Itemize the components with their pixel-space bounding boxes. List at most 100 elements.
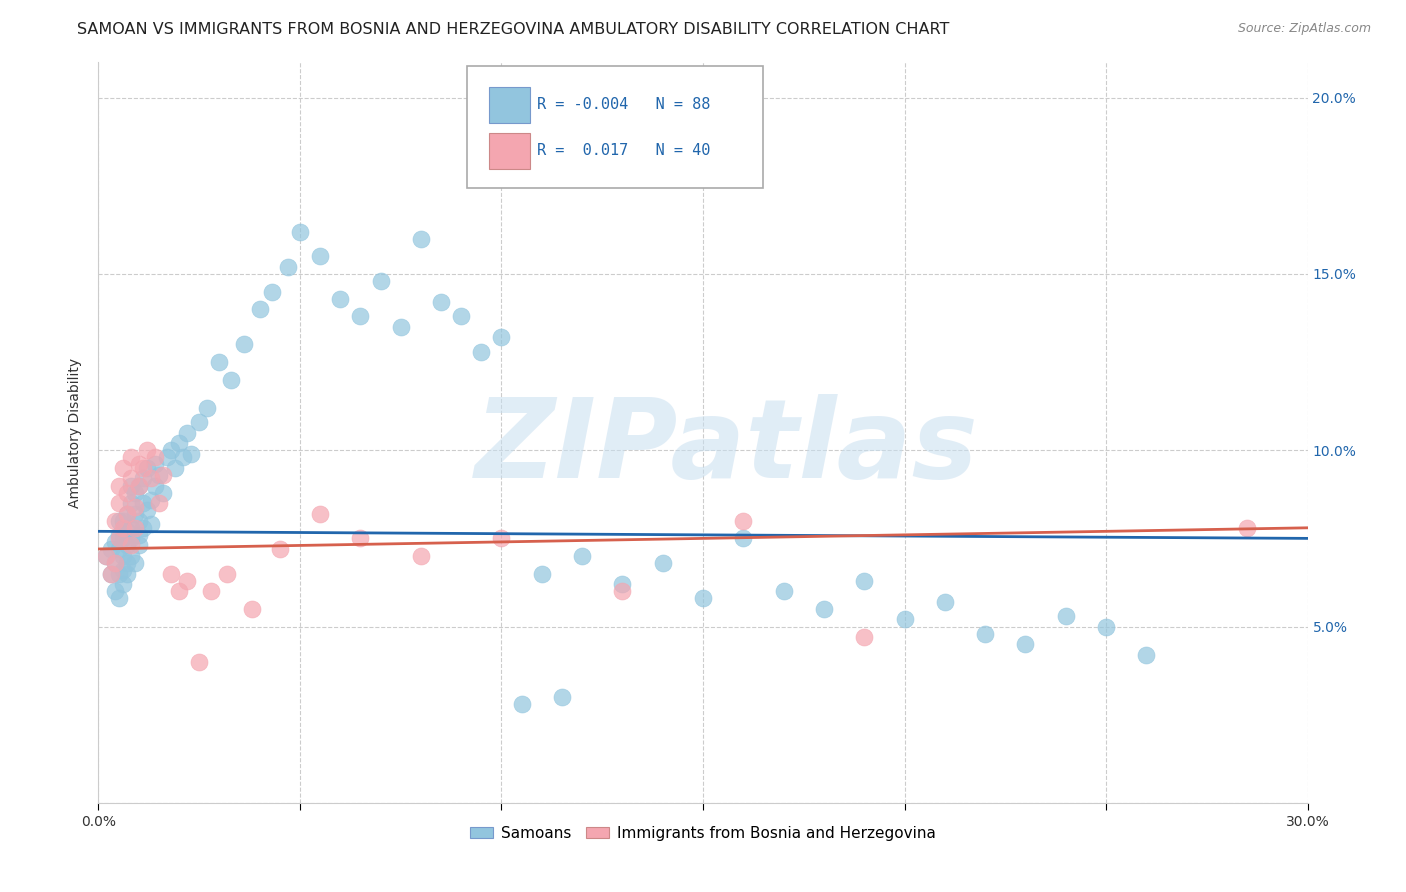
Point <box>124 485 146 500</box>
Point <box>128 478 150 492</box>
Point <box>120 496 142 510</box>
Point <box>1095 619 1118 633</box>
Point <box>107 591 129 606</box>
Point <box>124 500 146 514</box>
Point <box>124 507 146 521</box>
Point <box>152 467 174 482</box>
Point <box>143 450 166 465</box>
Point <box>132 461 155 475</box>
Point <box>111 563 134 577</box>
Point <box>853 630 876 644</box>
Point <box>111 521 134 535</box>
Point <box>349 532 371 546</box>
Point <box>152 485 174 500</box>
Point <box>188 415 211 429</box>
Point <box>132 521 155 535</box>
Point <box>1236 521 1258 535</box>
Point <box>120 532 142 546</box>
Point <box>143 478 166 492</box>
Point <box>115 507 138 521</box>
Point <box>491 330 513 344</box>
Point <box>934 595 956 609</box>
Point <box>115 485 138 500</box>
Point <box>143 458 166 472</box>
FancyBboxPatch shape <box>489 87 530 123</box>
Point <box>612 577 634 591</box>
Point <box>120 521 142 535</box>
Point <box>107 541 129 556</box>
Point <box>96 549 118 563</box>
Point <box>148 467 170 482</box>
Point <box>124 521 146 535</box>
Point <box>135 461 157 475</box>
Point <box>163 461 186 475</box>
Point <box>692 591 714 606</box>
Point <box>111 549 134 563</box>
Point <box>135 503 157 517</box>
Point <box>115 566 138 581</box>
Point <box>893 612 915 626</box>
Point <box>200 584 222 599</box>
Point <box>389 319 412 334</box>
Point <box>450 310 472 324</box>
Point <box>128 458 150 472</box>
Point <box>208 355 231 369</box>
Point <box>217 566 239 581</box>
Point <box>277 260 299 274</box>
Point <box>974 626 997 640</box>
Point <box>491 532 513 546</box>
Point <box>103 556 125 570</box>
Point <box>107 496 129 510</box>
Point <box>176 425 198 440</box>
Point <box>107 532 129 546</box>
Point <box>329 292 352 306</box>
Text: R = -0.004   N = 88: R = -0.004 N = 88 <box>537 97 710 112</box>
Point <box>510 697 533 711</box>
Point <box>111 461 134 475</box>
Point <box>571 549 593 563</box>
Point <box>167 436 190 450</box>
Legend: Samoans, Immigrants from Bosnia and Herzegovina: Samoans, Immigrants from Bosnia and Herz… <box>464 820 942 847</box>
Point <box>115 538 138 552</box>
Point <box>132 496 155 510</box>
Point <box>551 690 574 704</box>
Point <box>853 574 876 588</box>
Point <box>107 566 129 581</box>
Point <box>107 478 129 492</box>
Point <box>160 566 183 581</box>
Point <box>733 514 755 528</box>
Point <box>188 655 211 669</box>
Point <box>111 514 134 528</box>
Point <box>269 541 291 556</box>
Point <box>124 556 146 570</box>
Point <box>96 549 118 563</box>
Point <box>240 602 263 616</box>
Point <box>1014 637 1036 651</box>
FancyBboxPatch shape <box>489 133 530 169</box>
Point <box>128 538 150 552</box>
Point <box>733 532 755 546</box>
Point <box>148 496 170 510</box>
FancyBboxPatch shape <box>467 66 763 188</box>
Point <box>813 602 835 616</box>
Point <box>176 574 198 588</box>
Text: R =  0.017   N = 40: R = 0.017 N = 40 <box>537 143 710 158</box>
Point <box>120 471 142 485</box>
Point <box>156 450 179 465</box>
Point <box>100 566 122 581</box>
Point <box>139 471 162 485</box>
Point <box>132 471 155 485</box>
Point <box>260 285 283 299</box>
Point <box>470 344 492 359</box>
Point <box>128 528 150 542</box>
Point <box>409 549 432 563</box>
Point <box>103 514 125 528</box>
Point <box>100 541 122 556</box>
Point <box>1135 648 1157 662</box>
Point <box>309 249 332 263</box>
Point <box>530 566 553 581</box>
Point <box>115 507 138 521</box>
Point <box>107 514 129 528</box>
Point <box>651 556 673 570</box>
Point <box>160 443 183 458</box>
